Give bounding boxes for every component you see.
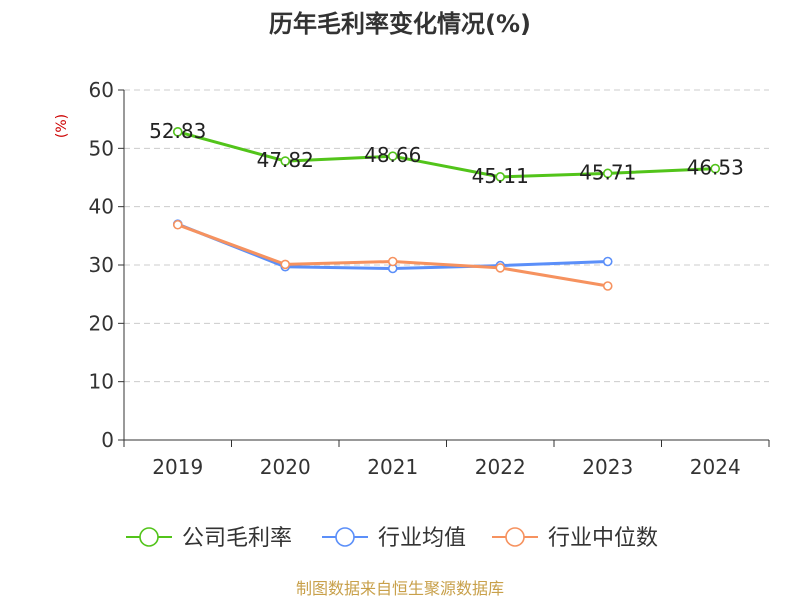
data-point-2-2020[interactable]	[280, 259, 291, 270]
y-tick-label-30: 30	[89, 253, 114, 277]
x-tick-label-2020: 2020	[260, 455, 311, 479]
data-label-0-2021: 48.66	[364, 143, 421, 167]
legend-label-2: 行业中位数	[548, 526, 658, 551]
legend-swatch-marker-2	[505, 527, 525, 547]
series-line-2	[177, 223, 609, 288]
data-point-0-2024[interactable]	[710, 163, 721, 174]
legend-label-1: 行业均值	[378, 526, 466, 551]
data-point-2-2023[interactable]	[602, 281, 613, 291]
data-label-0-2019: 52.83	[149, 119, 206, 143]
legend[interactable]: 公司毛利率 行业均值 行业中位数	[126, 526, 658, 551]
y-tick-label-60: 60	[89, 78, 114, 102]
y-tick-label-40: 40	[89, 195, 114, 219]
legend-label-0: 公司毛利率	[182, 526, 292, 551]
series-line-0	[177, 130, 716, 179]
axes: 0 10 20 30 40 50 60 2019 2020 2021 2022 2023 2024	[89, 78, 770, 479]
y-tick-label-50: 50	[89, 136, 114, 160]
data-point-0-2022[interactable]	[495, 172, 506, 182]
legend-item-2[interactable]: 行业中位数	[492, 526, 658, 551]
y-tick-label-10: 10	[89, 370, 114, 394]
data-point-2-2021[interactable]	[387, 256, 398, 267]
data-point-0-2020[interactable]	[280, 156, 291, 166]
data-point-0-2023[interactable]	[602, 168, 613, 179]
x-tick-label-2024: 2024	[690, 455, 741, 479]
legend-item-0[interactable]: 公司毛利率	[126, 526, 292, 551]
data-labels: 52.83 47.82 48.66 45.11 45.71 46.53	[149, 119, 744, 188]
chart-title: 历年毛利率变化情况(%)	[269, 10, 531, 38]
data-label-0-2023: 45.71	[579, 160, 636, 184]
legend-item-1[interactable]: 行业均值	[322, 526, 466, 551]
data-point-1-2023[interactable]	[602, 256, 613, 267]
legend-swatch-marker-0	[139, 527, 159, 547]
x-tick-label-2021: 2021	[367, 455, 418, 479]
data-point-2-2022[interactable]	[495, 263, 506, 273]
data-point-2-2019[interactable]	[172, 219, 183, 230]
x-tick-label-2023: 2023	[582, 455, 633, 479]
data-label-0-2022: 45.11	[472, 164, 529, 188]
series-group	[172, 127, 721, 291]
source-note: 制图数据来自恒生聚源数据库	[296, 579, 504, 598]
x-tick-label-2022: 2022	[475, 455, 526, 479]
y-axis-label: (%)	[54, 114, 70, 138]
x-tick-label-2019: 2019	[152, 455, 203, 479]
data-label-0-2020: 47.82	[257, 148, 314, 172]
data-label-0-2024: 46.53	[687, 156, 744, 180]
grid-lines	[124, 89, 769, 383]
data-point-0-2021[interactable]	[387, 151, 398, 161]
y-tick-label-20: 20	[89, 311, 114, 335]
y-tick-label-0: 0	[101, 428, 114, 452]
legend-swatch-marker-1	[335, 527, 355, 547]
data-point-0-2019[interactable]	[172, 127, 183, 137]
